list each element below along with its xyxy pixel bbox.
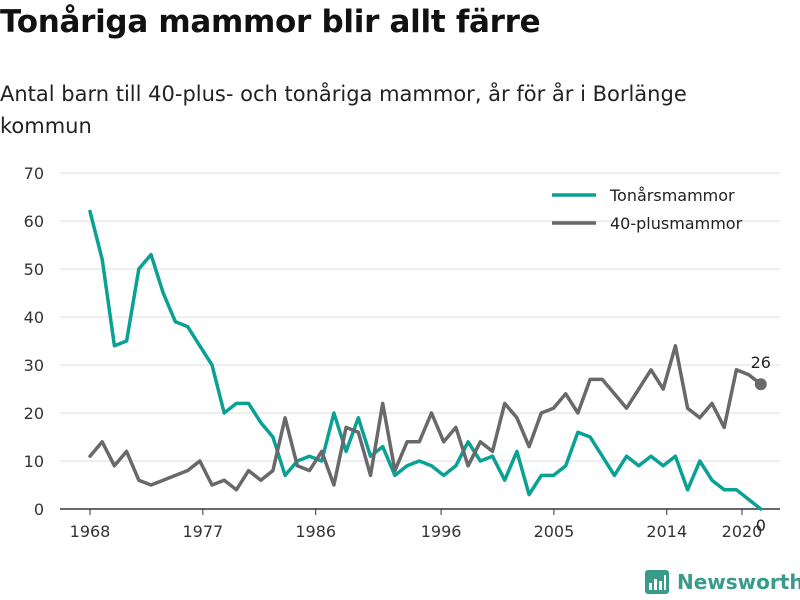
end-label-tonarsmammor: 0	[756, 516, 766, 535]
end-label-40-plusmammor: 26	[751, 353, 771, 372]
y-tick-label: 70	[24, 164, 44, 183]
y-tick-label: 40	[24, 308, 44, 327]
legend-label-tonarsmammor: Tonårsmammor	[609, 186, 735, 205]
series-line-tonarsmammor	[88, 209, 763, 511]
y-tick-label: 0	[34, 500, 44, 519]
y-tick-label: 20	[24, 404, 44, 423]
chart-subtitle: Antal barn till 40-plus- och tonåriga ma…	[0, 82, 687, 138]
x-tick-label: 1968	[70, 522, 111, 541]
x-tick-label: 1986	[295, 522, 336, 541]
y-tick-label: 50	[24, 260, 44, 279]
x-tick-label: 1996	[421, 522, 462, 541]
legend-label-40-plusmammor: 40-plusmammor	[610, 214, 743, 233]
x-tick-label: 2014	[646, 522, 687, 541]
y-tick-label: 10	[24, 452, 44, 471]
chart-title: Tonåriga mammor blir allt färre	[0, 4, 541, 40]
newsworthy-logo-icon	[645, 570, 669, 594]
x-tick-label: 2005	[534, 522, 575, 541]
x-tick-label: 2020	[722, 522, 763, 541]
brand-name: Newsworthy	[677, 570, 800, 594]
y-tick-label: 30	[24, 356, 44, 375]
x-tick-label: 1977	[182, 522, 223, 541]
newsworthy-logo: Newsworthy	[645, 570, 800, 594]
y-tick-label: 60	[24, 212, 44, 231]
end-point-40-plusmammor	[754, 378, 767, 391]
series-line-40-plusmammor	[88, 344, 763, 492]
